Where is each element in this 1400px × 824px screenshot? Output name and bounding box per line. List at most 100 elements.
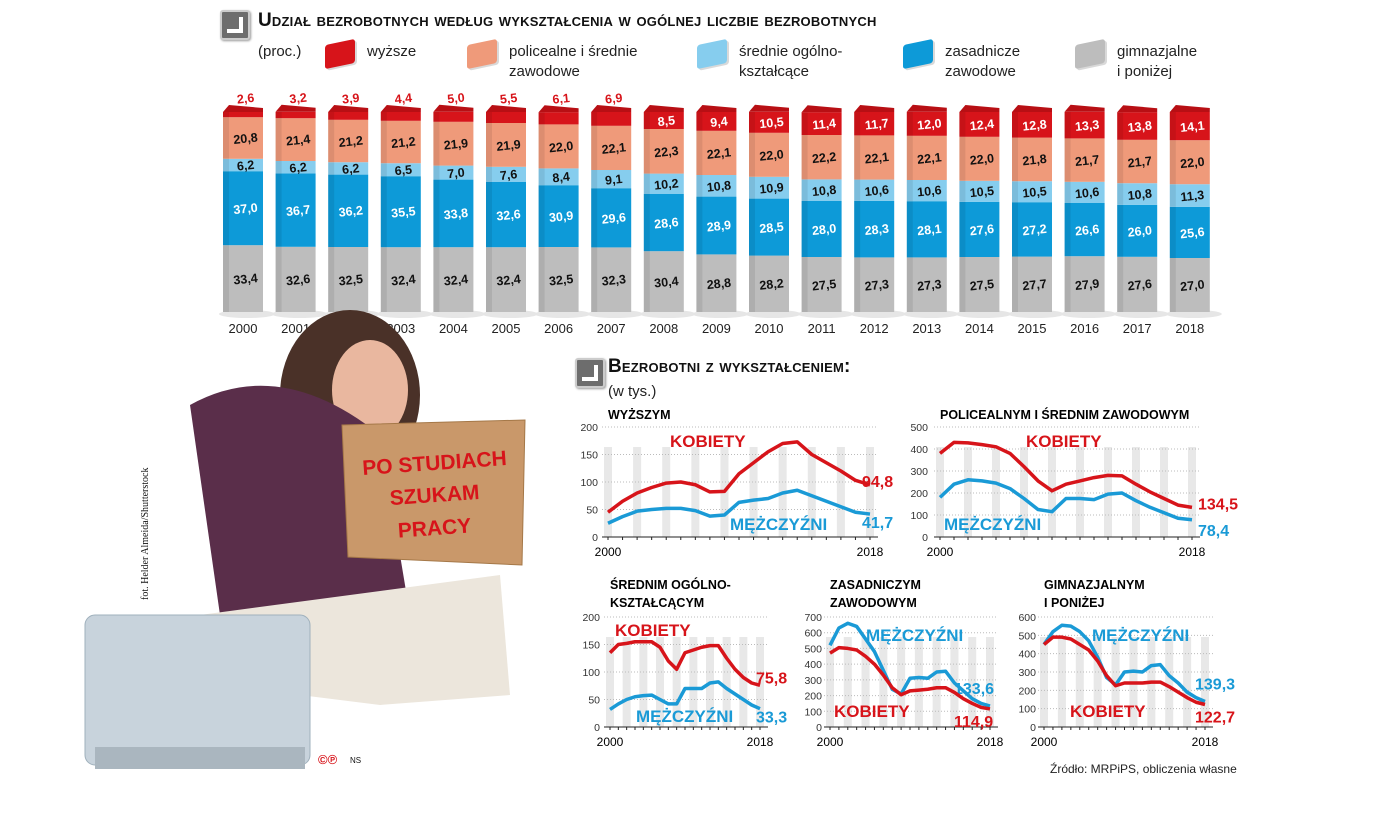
bar-segment-policealne (854, 135, 895, 180)
bar-value-label: 32,6 (285, 272, 311, 288)
bar-value-label: 10,6 (1074, 185, 1100, 201)
bar-side-shade (538, 185, 545, 247)
laptop-ports (95, 747, 305, 769)
bar-segment-policealne (538, 124, 579, 169)
bar-segment-gimnazjalne (854, 257, 895, 312)
bar-segment-srednie_ogolne (1012, 181, 1052, 203)
bar-value-label: 32,6 (496, 207, 522, 223)
end-value-label: 94,8 (862, 474, 893, 491)
series-line-kobiety (1042, 635, 1206, 707)
background-stripe (1076, 447, 1084, 537)
bar-value-label: 27,2 (1022, 222, 1048, 238)
bar-value-label: 28,3 (864, 222, 890, 238)
bar-cap (380, 105, 421, 112)
bar-value-label: 21,9 (443, 136, 469, 152)
y-tick-label: 100 (1018, 704, 1036, 716)
background-stripe (826, 637, 834, 727)
bar-segment-zasadnicze (433, 179, 474, 248)
y-tick-label: 0 (922, 532, 928, 544)
bar-segment-wyzsze (486, 112, 526, 123)
bar-value-label: 26,6 (1074, 222, 1100, 238)
bar-side-shade (591, 125, 598, 170)
bar-value-label: 27,6 (969, 222, 995, 238)
background-stripe (897, 637, 906, 727)
bar-side-shade (328, 247, 335, 312)
bar-cap (1064, 104, 1105, 112)
series-line-kobiety (606, 440, 871, 514)
bar-segment-policealne (328, 119, 369, 163)
bar-value-label: 21,2 (391, 134, 417, 150)
legend-label: zasadnicze zawodowe (945, 43, 1021, 80)
background-stripe (606, 637, 614, 727)
bar-segment-srednie_ogolne (538, 168, 579, 186)
bar-value-label: 3,2 (289, 91, 308, 107)
series-label-mezczyzni: MĘŻCZYŹNI (1092, 626, 1189, 645)
year-tick-label: 2000 (229, 321, 258, 336)
bar-cap (538, 105, 579, 113)
bar-value-label: 3,9 (341, 91, 360, 107)
bar-side-shade (959, 180, 966, 202)
line-chart-title: WYŻSZYM (608, 407, 671, 422)
bar-cap (275, 104, 316, 112)
bar-side-shade (591, 170, 598, 189)
bar-value-label: 10,2 (654, 176, 680, 192)
background-stripe (1188, 447, 1196, 537)
series-line-kobiety (829, 645, 991, 711)
bar-value-label: 10,5 (969, 184, 995, 200)
bar-value-label: 27,5 (969, 277, 995, 293)
bar-side-shade (1169, 112, 1176, 141)
year-tick-label: 2014 (965, 321, 994, 336)
bar-cap (854, 105, 895, 112)
bar-segment-wyzsze (380, 112, 421, 121)
series-line-mezczyzni (828, 621, 991, 708)
bar-segment-srednie_ogolne (696, 175, 737, 197)
bar-value-label: 10,5 (759, 115, 785, 131)
bar-side-shade (1064, 138, 1071, 182)
bar-segment-zasadnicze (1169, 206, 1210, 258)
bar-segment-policealne (1117, 139, 1158, 184)
bar-side-shade (1064, 181, 1071, 203)
bar-side-shade (643, 251, 650, 312)
bar-value-label: 37,0 (233, 201, 259, 217)
background-stripe (756, 637, 764, 727)
bar-value-label: 27,3 (864, 277, 890, 293)
bar-value-label: 20,8 (233, 130, 259, 146)
series-line-mezczyzni (609, 680, 761, 711)
bar-segment-srednie_ogolne (959, 180, 1000, 202)
x-tick-label: 2000 (597, 735, 624, 749)
bar-value-label: 27,5 (811, 277, 837, 293)
bar-value-label: 11,7 (864, 116, 889, 132)
background-stripe (964, 447, 972, 537)
bar-value-label: 33,4 (233, 271, 259, 287)
bar-value-label: 7,0 (447, 165, 466, 181)
bar-value-label: 22,1 (706, 145, 732, 161)
bar-value-label: 32,5 (548, 272, 574, 288)
bar-value-label: 10,5 (1022, 184, 1048, 200)
bar-value-label: 7,6 (499, 167, 518, 183)
background-stripe (691, 447, 700, 537)
bar-segment-wyzsze (538, 112, 579, 125)
bar-segment-policealne (906, 135, 947, 180)
bar-value-label: 26,0 (1127, 223, 1153, 239)
bar-side-shade (433, 165, 440, 180)
bar-value-label: 22,0 (759, 147, 785, 163)
bar-value-label: 27,7 (1022, 277, 1048, 293)
bar-side-shade (696, 112, 703, 131)
bottom-unit-label: (w tys.) (608, 383, 657, 400)
year-tick-label: 2010 (755, 321, 784, 336)
bar-value-label: 5,0 (447, 91, 466, 107)
bar-side-shade (854, 112, 861, 136)
year-tick-label: 2005 (492, 321, 521, 336)
background-stripe (1020, 447, 1028, 537)
background-stripe (932, 637, 941, 727)
bar-side-shade (1117, 204, 1124, 257)
bar-value-label: 28,1 (917, 222, 943, 238)
bar-side-shade (1064, 111, 1071, 139)
bar-segment-zasadnicze (854, 200, 895, 258)
bar-side-shade (538, 247, 545, 312)
bar-cap (1169, 105, 1210, 112)
bar-value-label: 22,3 (654, 144, 680, 160)
bar-cap (801, 105, 842, 113)
y-tick-label: 600 (804, 628, 822, 640)
